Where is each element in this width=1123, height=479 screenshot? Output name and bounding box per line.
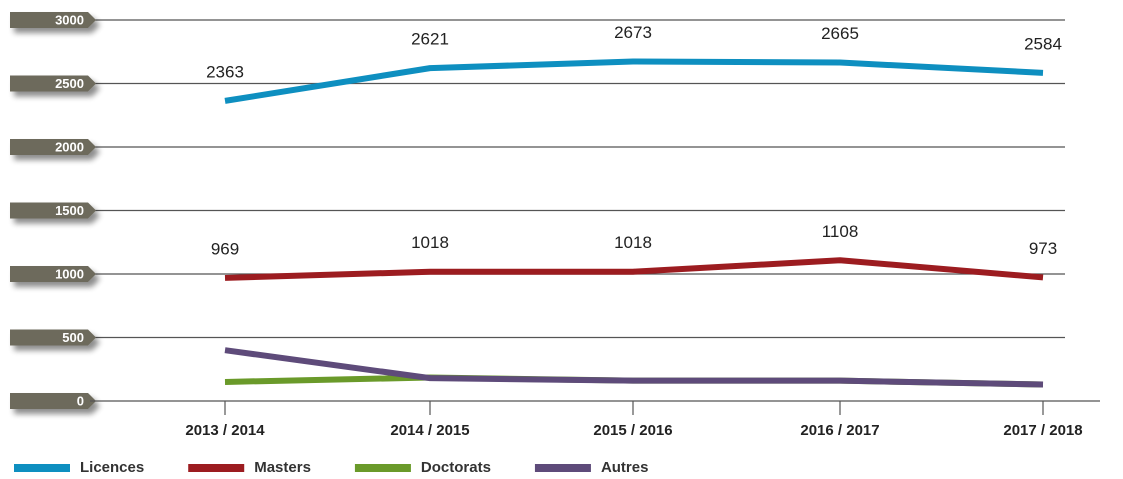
legend-swatch: [14, 464, 70, 472]
data-label: 2621: [411, 30, 449, 49]
x-tick-label: 2016 / 2017: [800, 422, 879, 439]
y-tick-label: 3000: [55, 12, 84, 27]
data-label: 1108: [822, 222, 859, 241]
y-tick-label: 2000: [55, 139, 84, 154]
y-tick-tab: [10, 75, 96, 92]
legend-label: Doctorats: [421, 459, 491, 476]
x-tick-label: 2015 / 2016: [593, 422, 672, 439]
data-label: 2673: [614, 23, 652, 42]
y-tick-label: 500: [62, 330, 84, 345]
x-tick-label: 2017 / 2018: [1003, 422, 1082, 439]
y-tick-label: 1000: [55, 266, 84, 281]
y-tick-label: 2500: [55, 76, 84, 91]
x-tick-label: 2014 / 2015: [390, 422, 469, 439]
y-tick-label: 0: [77, 393, 84, 408]
legend-label: Masters: [254, 459, 311, 476]
data-label: 2665: [821, 24, 859, 43]
y-tick-tab: [10, 393, 96, 409]
y-tick-tab: [10, 329, 96, 346]
data-label: 1018: [614, 233, 652, 252]
legend-swatch: [534, 464, 591, 472]
y-tick-tab: [10, 266, 96, 282]
data-label: 969: [211, 239, 239, 258]
data-label: 1018: [411, 233, 449, 252]
y-tick-tab: [10, 202, 96, 219]
legend-label: Licences: [80, 459, 144, 476]
series-line: [224, 257, 1044, 281]
x-tick-label: 2013 / 2014: [185, 422, 265, 439]
series-line: [224, 58, 1044, 104]
legend-label: Autres: [601, 459, 649, 476]
data-label: 973: [1029, 239, 1057, 258]
y-tick-tab: [10, 139, 96, 155]
data-label: 2584: [1024, 34, 1062, 53]
y-tick-label: 1500: [55, 203, 84, 218]
data-label: 2363: [206, 62, 244, 81]
legend-swatch: [188, 464, 245, 472]
series-line: [224, 347, 1044, 388]
y-tick-tab: [10, 12, 96, 28]
legend-swatch: [354, 464, 411, 472]
